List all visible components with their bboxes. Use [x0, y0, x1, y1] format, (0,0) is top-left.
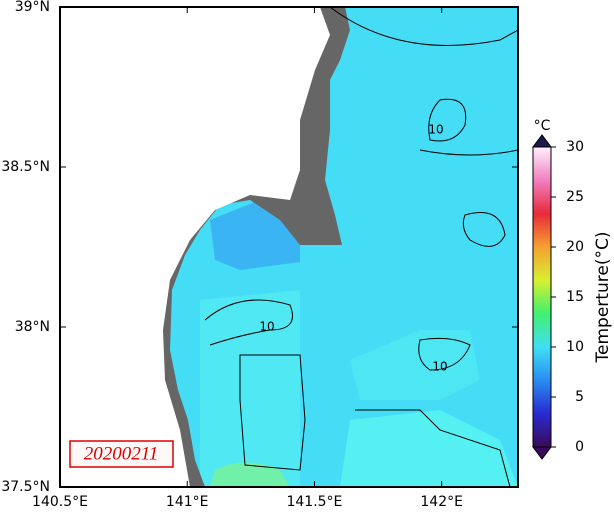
- colorbar-tick-label: 25: [566, 189, 584, 205]
- land: [60, 7, 330, 487]
- date-label: 20200211: [84, 443, 159, 464]
- sea-patch: [340, 410, 518, 487]
- colorbar-tick-label: 30: [566, 139, 584, 155]
- sea-patch: [200, 290, 300, 487]
- date-box-frame: [69, 440, 174, 468]
- y-tick-label: 39°N: [15, 0, 50, 15]
- map-area: [60, 7, 518, 487]
- colorbar-tick-label: 5: [575, 389, 584, 405]
- warm-patch: [210, 462, 290, 487]
- colorbar-title: Temperture(°C): [593, 232, 613, 364]
- x-tick-label: 140.5°E: [32, 494, 88, 510]
- y-tick-label: 38°N: [15, 319, 50, 335]
- x-tick-label: 141°E: [166, 494, 209, 510]
- contour-label: 10: [259, 320, 274, 334]
- date-box: 20200211: [69, 440, 174, 468]
- colorbar-tick-label: 0: [575, 439, 584, 455]
- colorbar-low-arrow: [532, 446, 552, 460]
- colorbar-high-arrow: [532, 134, 552, 148]
- sea-patch: [350, 330, 480, 400]
- contour-label: 10: [432, 360, 447, 374]
- colorbar-unit: °C: [534, 118, 551, 134]
- x-tick-label: 141.5°E: [286, 494, 342, 510]
- x-tick-label: 142°E: [420, 494, 463, 510]
- colorbar-tick-label: 15: [566, 289, 584, 305]
- colorbar-tick-label: 20: [566, 239, 584, 255]
- y-tick-label: 37.5°N: [1, 479, 50, 495]
- colorbar: [532, 146, 552, 448]
- y-tick-label: 38.5°N: [1, 159, 50, 175]
- contours: [204, 7, 518, 487]
- colorbar-tick-label: 10: [566, 339, 584, 355]
- map-frame: [59, 6, 519, 488]
- contour-label: 10: [428, 123, 443, 137]
